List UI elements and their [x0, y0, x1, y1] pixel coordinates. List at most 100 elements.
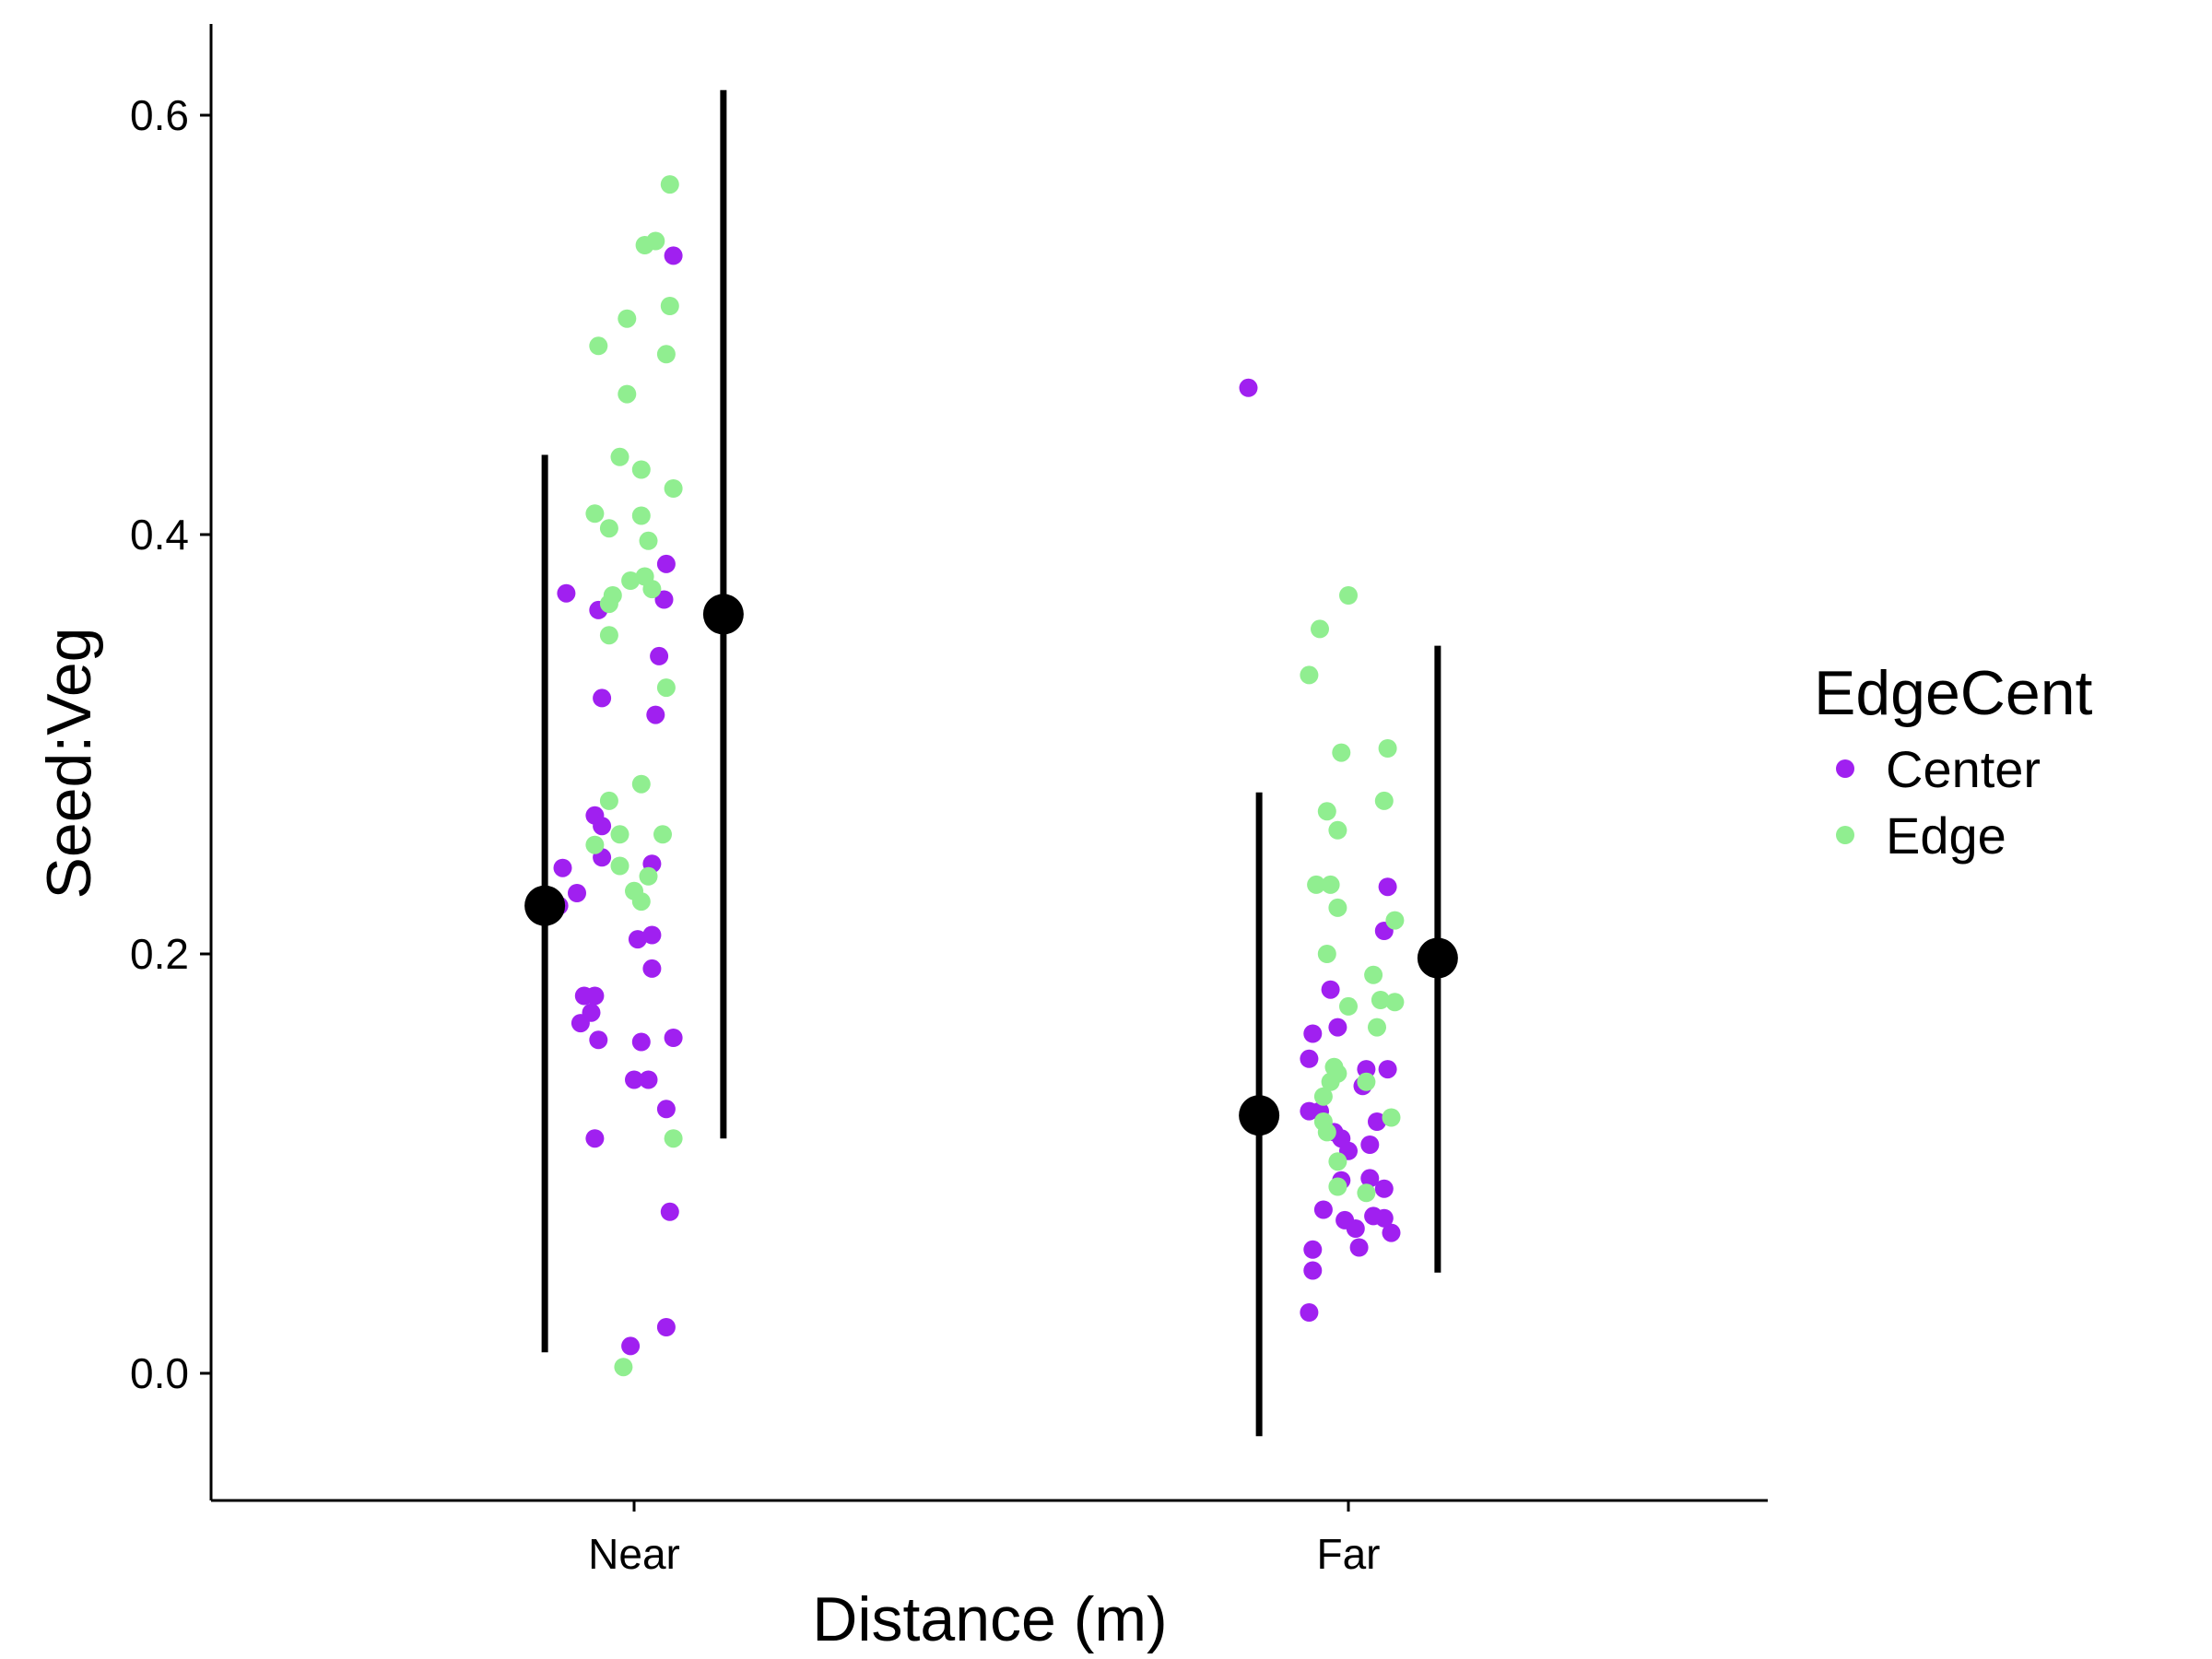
point-center-24: [664, 1029, 683, 1047]
point-center-4: [650, 646, 669, 665]
legend-key-edge: [1836, 826, 1854, 844]
point-center-17: [642, 959, 662, 978]
point-center-39: [1357, 1060, 1376, 1079]
point-edge-32: [614, 1358, 633, 1377]
point-center-32: [1239, 378, 1258, 397]
point-center-47: [1360, 1135, 1380, 1154]
y-tick-label-1: 0.2: [130, 930, 189, 978]
point-edge-36: [1378, 739, 1397, 758]
point-center-54: [1374, 1208, 1394, 1228]
point-edge-13: [599, 519, 618, 538]
point-center-16: [628, 930, 647, 949]
point-edge-0: [660, 175, 679, 194]
point-edge-38: [1374, 791, 1394, 810]
point-edge-56: [1382, 1108, 1401, 1127]
point-edge-17: [642, 580, 662, 599]
x-axis-title: Distance (m): [812, 1584, 1167, 1654]
point-edge-19: [599, 594, 618, 614]
point-center-13: [568, 884, 586, 902]
point-edge-55: [1313, 1087, 1333, 1106]
point-edge-11: [585, 504, 605, 524]
point-edge-37: [1332, 743, 1351, 762]
point-center-35: [1321, 980, 1340, 999]
legend-key-center: [1836, 759, 1854, 778]
point-center-19: [585, 986, 605, 1006]
point-edge-24: [610, 825, 629, 844]
point-edge-39: [1317, 802, 1336, 821]
point-edge-12: [631, 506, 651, 525]
point-center-6: [593, 688, 612, 708]
point-edge-40: [1328, 820, 1347, 840]
point-center-15: [642, 925, 662, 945]
mean-point-far-edge: [1417, 937, 1458, 979]
point-center-21: [571, 1014, 590, 1033]
point-edge-47: [1385, 993, 1405, 1012]
point-edge-2: [635, 236, 654, 254]
point-edge-43: [1328, 898, 1347, 917]
x-tick-label-far: Far: [1317, 1530, 1381, 1578]
point-center-40: [1378, 1060, 1397, 1079]
point-center-23: [631, 1032, 651, 1052]
point-center-61: [1300, 1303, 1319, 1322]
point-edge-3: [660, 297, 679, 315]
point-edge-58: [1317, 1123, 1336, 1142]
point-edge-41: [1307, 875, 1326, 894]
point-edge-14: [639, 531, 658, 550]
point-edge-16: [621, 571, 641, 590]
point-edge-42: [1321, 875, 1340, 894]
point-edge-44: [1385, 911, 1405, 930]
point-edge-34: [1311, 619, 1329, 639]
point-center-49: [1360, 1169, 1380, 1188]
legend-entries: Center Edge: [1836, 740, 2041, 865]
y-tick-label-2: 0.4: [130, 511, 189, 559]
point-edge-50: [1368, 1018, 1386, 1037]
point-edge-10: [664, 479, 683, 498]
point-center-59: [1303, 1240, 1323, 1259]
point-center-12: [553, 858, 572, 877]
point-center-30: [656, 1318, 676, 1336]
point-center-37: [1303, 1024, 1323, 1043]
point-edge-21: [656, 678, 676, 698]
summary-layer: [524, 89, 1458, 1437]
mean-point-near-edge: [702, 594, 744, 635]
point-edge-22: [631, 774, 651, 794]
y-ticks: 0.0 0.2 0.4 0.6: [130, 91, 211, 1397]
point-edge-54: [1357, 1072, 1376, 1091]
point-edge-8: [610, 447, 629, 466]
point-center-38: [1300, 1049, 1319, 1068]
point-center-33: [1378, 877, 1397, 897]
point-center-2: [656, 554, 676, 573]
point-edge-4: [618, 309, 637, 328]
point-edge-23: [599, 791, 618, 810]
point-center-52: [1313, 1200, 1333, 1219]
point-edge-28: [639, 866, 658, 886]
point-edge-61: [1357, 1183, 1376, 1203]
legend-label-edge: Edge: [1886, 806, 2006, 865]
mean-point-near-center: [524, 885, 566, 926]
point-edge-26: [585, 835, 605, 854]
point-edge-46: [1364, 965, 1383, 984]
point-edge-48: [1371, 991, 1390, 1009]
point-center-31: [621, 1336, 641, 1356]
point-center-36: [1328, 1018, 1347, 1037]
point-edge-59: [1328, 1152, 1347, 1171]
point-center-50: [1374, 1179, 1394, 1198]
legend: EdgeCent Center Edge: [1814, 658, 2093, 865]
point-edge-27: [610, 856, 629, 876]
point-edge-5: [589, 336, 608, 356]
point-edge-30: [631, 892, 651, 912]
point-center-28: [585, 1129, 605, 1148]
point-center-58: [1349, 1238, 1369, 1257]
point-edge-49: [1339, 996, 1358, 1016]
mean-point-far-center: [1239, 1095, 1280, 1136]
point-center-3: [654, 590, 674, 609]
points-layer: [549, 175, 1405, 1377]
point-center-22: [589, 1030, 608, 1050]
point-edge-7: [618, 384, 637, 404]
point-edge-45: [1317, 945, 1336, 963]
point-center-9: [593, 817, 612, 836]
y-axis-title: Seed:Veg: [34, 628, 104, 900]
point-center-44: [1368, 1112, 1386, 1131]
point-edge-60: [1328, 1177, 1347, 1196]
